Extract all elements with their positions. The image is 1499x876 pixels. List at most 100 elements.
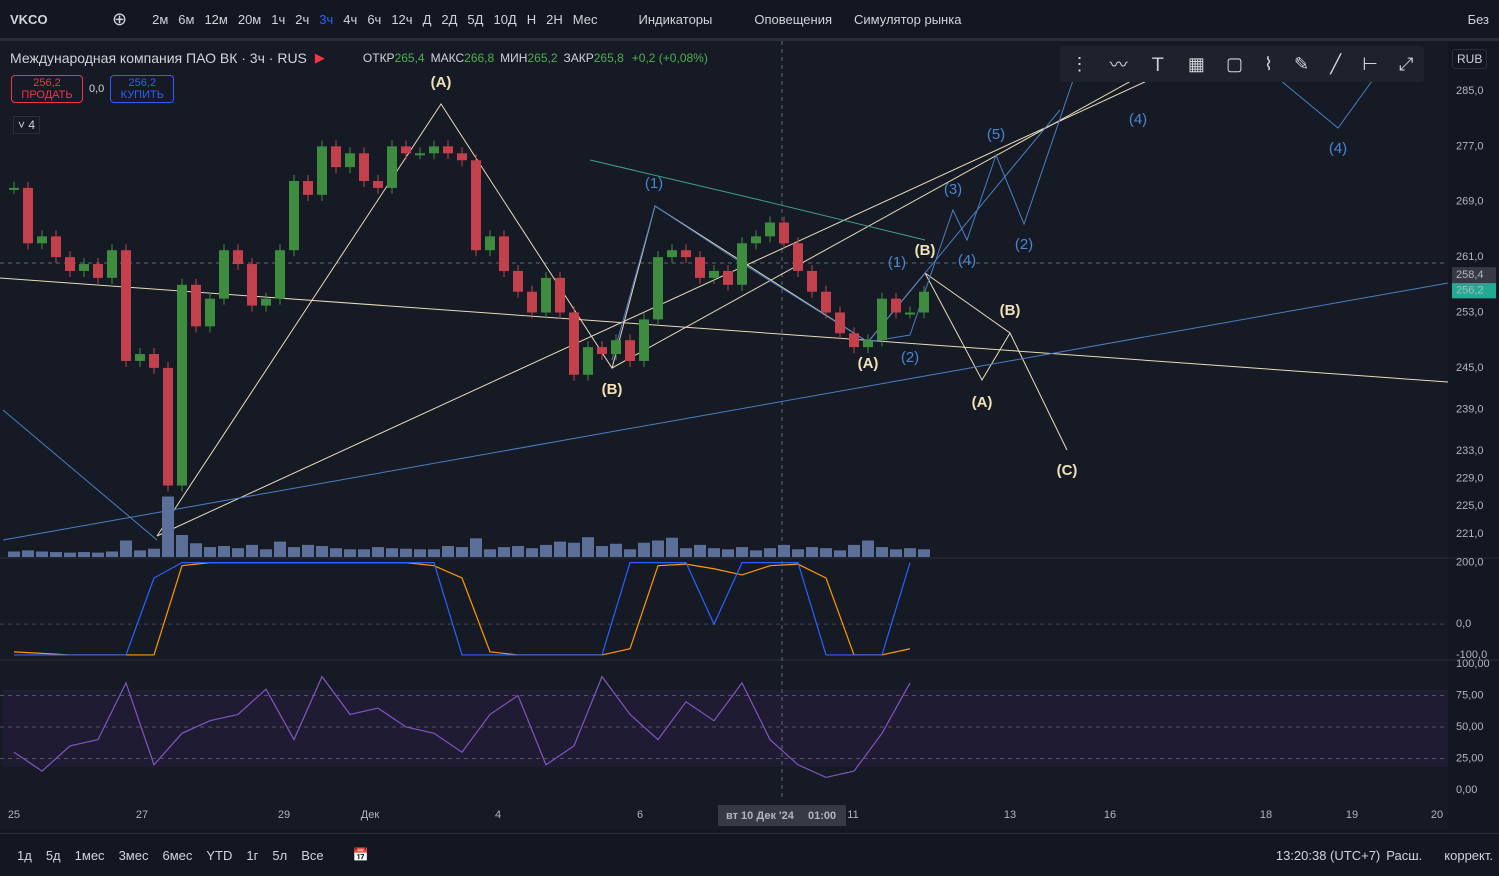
symbol[interactable]: VKCO (10, 11, 48, 27)
trend-line (0, 277, 1449, 383)
range[interactable]: 6мес (162, 847, 193, 863)
volume-bar (204, 547, 216, 557)
tool[interactable]: ╱ (1330, 53, 1342, 74)
x-tick-label: 29 (278, 809, 290, 821)
range[interactable]: Все (301, 847, 324, 863)
candle (135, 354, 145, 361)
x-tick-label: 27 (136, 809, 148, 821)
interval[interactable]: 6м (178, 11, 195, 27)
tool[interactable]: ▦ (1187, 53, 1205, 74)
interval[interactable]: 1ч (271, 11, 286, 27)
interval[interactable]: 2ч (295, 11, 310, 27)
candle (121, 250, 131, 361)
candle (219, 250, 229, 299)
volume-bar (288, 547, 300, 557)
tool[interactable]: ✎ (1294, 53, 1310, 74)
tool[interactable]: ⋮ (1070, 53, 1089, 74)
volume-bar (162, 496, 174, 557)
y-tick-label: -100,0 (1456, 649, 1487, 661)
interval[interactable]: 2Д (441, 11, 458, 27)
volume-bar (582, 537, 594, 557)
range[interactable]: 3мес (118, 847, 149, 863)
range[interactable]: 1д (17, 847, 32, 863)
buy-btn[interactable]: 256,2 КУПИТЬ (110, 75, 175, 103)
clock: 13:20:38 (UTC+7) (1275, 847, 1381, 863)
crosshair-date: вт 10 Дек '24 (726, 810, 795, 822)
y-tick-label: 239,0 (1456, 403, 1484, 415)
candle (303, 180, 313, 195)
interval[interactable]: 2м (152, 11, 169, 27)
interval[interactable]: 4ч (343, 11, 358, 27)
candle (485, 236, 495, 251)
volume-bar (610, 543, 622, 557)
volume-bar (834, 550, 846, 557)
layout-btn[interactable]: Без (1467, 11, 1489, 27)
range[interactable]: 5л (272, 847, 288, 863)
add-symbol[interactable]: ⊕ (112, 8, 128, 29)
candle (401, 146, 411, 154)
volume-bar (512, 546, 524, 557)
tool[interactable]: ⌇ (1264, 53, 1273, 74)
volume-bar (344, 549, 356, 557)
wave-label: (A) (431, 74, 452, 91)
tool[interactable]: ▢ (1226, 53, 1244, 74)
range[interactable]: YTD (206, 847, 233, 863)
interval[interactable]: 12м (204, 11, 228, 27)
interval[interactable]: 3ч (319, 11, 334, 27)
candle (387, 146, 397, 188)
interval[interactable]: Д (422, 11, 432, 27)
y-tick-label: 261,0 (1456, 251, 1484, 263)
interval[interactable]: Н (526, 11, 537, 27)
range[interactable]: 1г (246, 847, 259, 863)
volume-bar (554, 541, 566, 557)
wave-label: (3) (944, 181, 962, 198)
flag[interactable]: ▶ (314, 50, 325, 65)
ohlc-label: ОТКР (362, 51, 395, 65)
candle (583, 347, 593, 375)
currency[interactable]: RUB (1452, 49, 1488, 69)
tool[interactable]: 〰 (1109, 55, 1128, 75)
wave-label: (1) (645, 175, 663, 192)
y-tick-label: 233,0 (1456, 445, 1484, 457)
y-tick-label: 253,0 (1456, 306, 1484, 318)
candle (695, 257, 705, 278)
interval[interactable]: 12ч (391, 11, 413, 27)
range[interactable]: 5д (45, 847, 61, 863)
interval[interactable]: 5Д (467, 11, 484, 27)
alerts-btn[interactable]: Оповещения (754, 11, 833, 27)
tool[interactable]: ⊢ (1362, 53, 1378, 74)
goto-date[interactable]: 📅 (352, 847, 369, 862)
candle (793, 243, 803, 271)
scale-btn[interactable]: Расш. (1386, 847, 1423, 863)
ohlc-value: 265,4 (394, 51, 425, 65)
range[interactable]: 1мес (74, 847, 105, 863)
interval[interactable]: Мес (572, 11, 598, 27)
interval[interactable]: 20м (237, 11, 262, 27)
interval[interactable]: 2Н (546, 11, 563, 27)
candle (849, 333, 859, 348)
candle (177, 284, 187, 486)
interval[interactable]: 10Д (493, 11, 517, 27)
wave-line (1279, 69, 1381, 129)
volume-bar (218, 546, 230, 557)
interval[interactable]: 6ч (367, 11, 382, 27)
x-tick-label: 13 (1004, 809, 1016, 821)
volume-bar (36, 551, 48, 557)
indicators-btn[interactable]: Индикаторы (638, 11, 713, 27)
wave-label: (1) (888, 254, 906, 271)
volume-bar (190, 543, 202, 557)
tool[interactable]: Ｔ (1148, 55, 1167, 75)
indicator-toggle[interactable]: ˅ 4 (13, 116, 41, 134)
candle (737, 243, 747, 285)
candle (541, 277, 551, 313)
volume-bar (372, 547, 384, 557)
adj-btn[interactable]: коррект. (1444, 847, 1493, 863)
replay-btn[interactable]: Симулятор рынка (854, 11, 962, 27)
candle (331, 146, 341, 168)
volume-bar (78, 552, 90, 557)
ohlc-label: МАКС (430, 51, 465, 65)
sell-btn[interactable]: 256,2 ПРОДАТЬ (11, 75, 83, 103)
tool[interactable]: ⤢ (1398, 53, 1414, 74)
